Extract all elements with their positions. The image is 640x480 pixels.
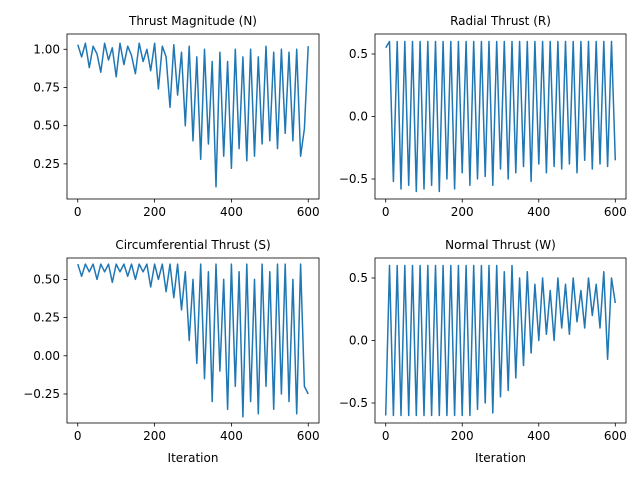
normal-thrust-w-xtick-label: 200 [451,429,474,443]
normal-thrust-w-subplot: Normal Thrust (W) 0 200 400 600 −0.5 0.0 0.5 Ite… [339,238,627,465]
circumferential-thrust-s-xtick-label: 200 [143,429,166,443]
thrust-magnitude-n-subplot: Thrust Magnitude (N) 0 200 400 600 0.25 0.50 0.… [33,14,319,219]
circumferential-thrust-s-ytick-label: 0.00 [33,349,60,363]
radial-thrust-r-subplot: Radial Thrust (R) 0 200 400 600 −0.5 0.0 0.5 [339,14,627,219]
radial-thrust-r-series-line-0 [385,40,617,193]
normal-thrust-w-xlabel: Iteration [475,451,526,465]
normal-thrust-w-xtick-label: 600 [604,429,627,443]
circumferential-thrust-s-xlabel: Iteration [168,451,219,465]
normal-thrust-w-ytick-label: 0.0 [349,334,368,348]
radial-thrust-r-ytick-label: −0.5 [339,172,368,186]
circumferential-thrust-s-ytick-label: 0.25 [33,311,60,325]
circumferential-thrust-s-ytick-label: 0.50 [33,272,60,286]
normal-thrust-w-ytick-label: 0.5 [349,271,368,285]
thrust-magnitude-n-xtick-label: 600 [297,205,320,219]
normal-thrust-w-title: Normal Thrust (W) [445,238,556,252]
radial-thrust-r-xtick-label: 400 [527,205,550,219]
radial-thrust-r-ytick-label: 0.5 [349,47,368,61]
normal-thrust-w-series-line-0 [384,264,617,417]
thrust-magnitude-n-ytick-label: 0.75 [33,80,60,94]
radial-thrust-r-title: Radial Thrust (R) [450,14,551,28]
thrust-magnitude-n-xtick-label: 200 [143,205,166,219]
circumferential-thrust-s-title: Circumferential Thrust (S) [115,238,270,252]
normal-thrust-w-xtick-label: 400 [527,429,550,443]
normal-thrust-w-xtick-label: 0 [382,429,390,443]
circumferential-thrust-s-subplot: Circumferential Thrust (S) 0 200 400 600 −0.2… [23,238,319,465]
thrust-magnitude-n-series-line-0 [77,42,309,188]
thrust-magnitude-n-xtick-label: 400 [220,205,243,219]
thrust-magnitude-n-axes-frame [66,33,320,200]
subplots-grid: Thrust Magnitude (N)0 200 400 6000.250.500.… [23,14,627,465]
circumferential-thrust-s-xtick-label: 400 [220,429,243,443]
thrust-magnitude-n-ytick-label: 1.00 [33,42,60,56]
thrust-magnitude-n-xtick-label: 0 [74,205,82,219]
circumferential-thrust-s-ytick-label: −0.25 [23,387,60,401]
thrust-magnitude-n-ytick-label: 0.50 [33,119,60,133]
radial-thrust-r-ytick-label: 0.0 [349,110,368,124]
normal-thrust-w-ytick-label: −0.5 [339,396,368,410]
radial-thrust-r-xtick-label: 600 [604,205,627,219]
circumferential-thrust-s-series-line-0 [77,263,309,418]
circumferential-thrust-s-axes-frame [66,257,320,424]
thrust-magnitude-n-title: Thrust Magnitude (N) [128,14,257,28]
circumferential-thrust-s-xtick-label: 0 [74,429,82,443]
thrust-magnitude-n-ytick-label: 0.25 [33,157,60,171]
radial-thrust-r-xtick-label: 0 [382,205,390,219]
circumferential-thrust-s-xtick-label: 600 [297,429,320,443]
radial-thrust-r-xtick-label: 200 [451,205,474,219]
